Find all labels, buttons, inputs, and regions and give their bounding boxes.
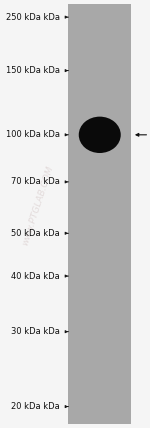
Bar xyxy=(68,4,131,424)
Text: 150 kDa kDa: 150 kDa kDa xyxy=(6,66,60,75)
Text: 40 kDa kDa: 40 kDa kDa xyxy=(11,271,60,281)
Text: www.PTGLAB.COM: www.PTGLAB.COM xyxy=(20,164,55,247)
Text: 20 kDa kDa: 20 kDa kDa xyxy=(11,402,60,411)
Ellipse shape xyxy=(79,117,121,153)
Text: 70 kDa kDa: 70 kDa kDa xyxy=(11,177,60,187)
Text: 50 kDa kDa: 50 kDa kDa xyxy=(11,229,60,238)
Text: 250 kDa kDa: 250 kDa kDa xyxy=(6,12,60,22)
Text: 30 kDa kDa: 30 kDa kDa xyxy=(11,327,60,336)
Text: 100 kDa kDa: 100 kDa kDa xyxy=(6,130,60,140)
